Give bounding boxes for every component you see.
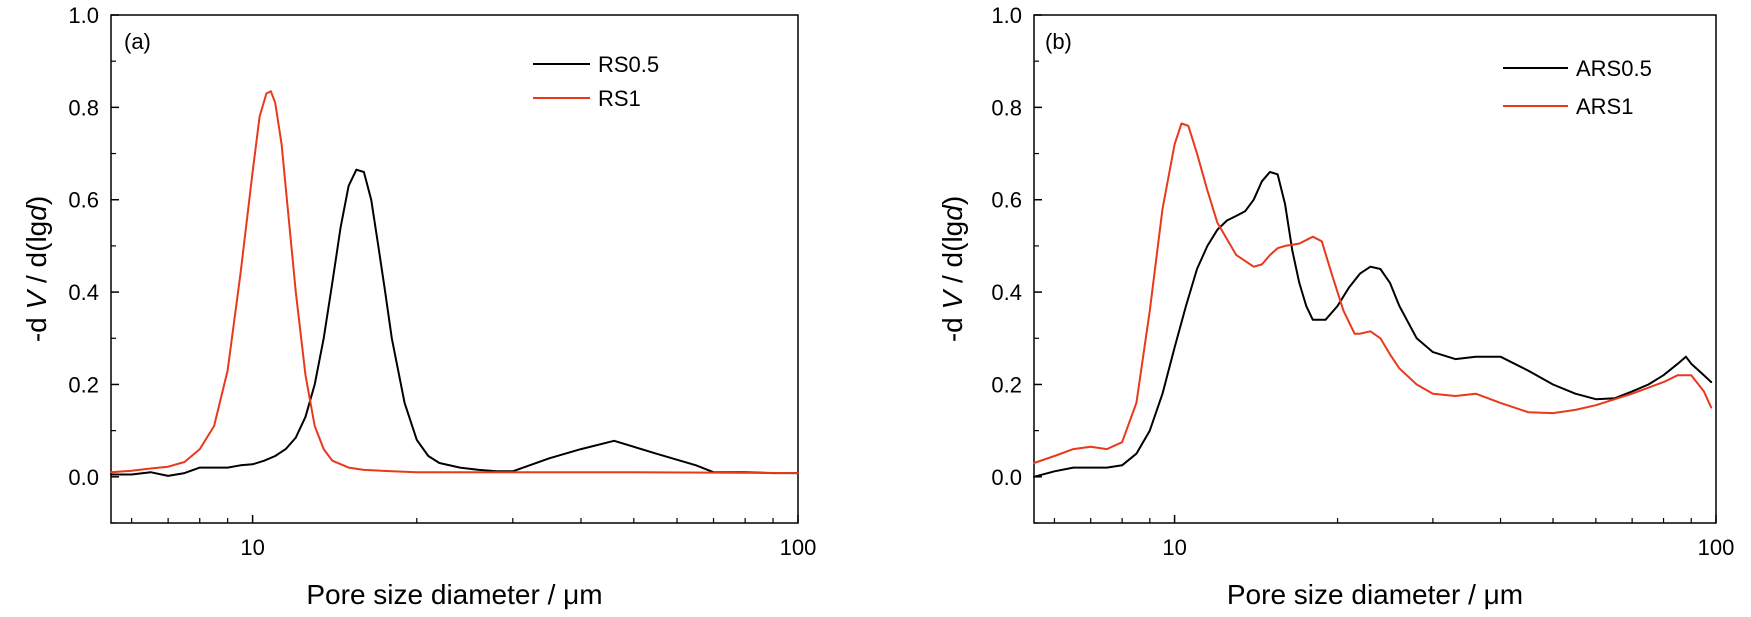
y-axis-label-part: -d (937, 309, 968, 342)
y-axis-label-part: / d(lg (937, 221, 968, 291)
series-line (110, 168, 799, 477)
series-line (1033, 122, 1713, 464)
y-tick-label: 0.0 (68, 465, 99, 490)
y-axis-label: -d V / d(lgd) (21, 196, 52, 342)
y-tick-label: 0.0 (991, 465, 1022, 490)
legend: RS0.5 RS1 (533, 52, 659, 111)
panel-label: (b) (1045, 29, 1072, 54)
y-axis-label-part-italic: V (21, 288, 52, 309)
y-tick-label: 0.8 (68, 95, 99, 120)
x-tick-label: 100 (780, 535, 817, 560)
chart-panel-a: (a) Pore size diameter / μm -d V / d(lgd… (21, 3, 816, 610)
y-tick-label: 1.0 (68, 3, 99, 28)
y-axis-label-part: ) (21, 196, 52, 205)
chart-panel-b: (b) Pore size diameter / μm -d V / d(lgd… (937, 3, 1734, 610)
y-axis-label-part: / d(lg (21, 221, 52, 291)
x-axis-label: Pore size diameter / μm (1227, 579, 1523, 610)
panel-label: (a) (124, 29, 151, 54)
y-axis-label-part-italic: V (937, 288, 968, 309)
legend-label: RS1 (598, 86, 641, 111)
y-axis-label-part-italic: d (937, 204, 968, 221)
y-tick-label: 0.2 (991, 372, 1022, 397)
y-axis-label: -d V / d(lgd) (937, 196, 968, 342)
y-tick-label: 0.4 (991, 280, 1022, 305)
x-tick-label: 10 (1162, 535, 1186, 560)
legend-label: ARS1 (1576, 94, 1633, 119)
y-tick-label: 0.6 (68, 188, 99, 213)
series-layer (1033, 122, 1713, 478)
y-axis-label-part: ) (937, 196, 968, 205)
x-tick-label: 100 (1698, 535, 1735, 560)
y-axis-label-part: -d (21, 309, 52, 342)
x-tick-label: 10 (240, 535, 264, 560)
legend: ARS0.5 ARS1 (1503, 56, 1652, 119)
plot-frame (110, 14, 799, 524)
axis-ticks: 0.0 0.2 0.4 0.6 0.8 1.0 10 100 (991, 3, 1734, 560)
y-axis-label-part-italic: d (21, 204, 52, 221)
series-line (1033, 171, 1713, 478)
series-layer (110, 90, 799, 477)
y-tick-label: 0.8 (991, 95, 1022, 120)
y-tick-label: 0.4 (68, 280, 99, 305)
legend-label: RS0.5 (598, 52, 659, 77)
x-axis-label: Pore size diameter / μm (306, 579, 602, 610)
legend-label: ARS0.5 (1576, 56, 1652, 81)
y-tick-label: 1.0 (991, 3, 1022, 28)
y-tick-label: 0.6 (991, 188, 1022, 213)
series-line (110, 90, 799, 475)
axis-ticks: 0.0 0.2 0.4 0.6 0.8 1.0 10 100 (68, 3, 816, 560)
plot-frame (1033, 14, 1717, 524)
y-tick-label: 0.2 (68, 372, 99, 397)
